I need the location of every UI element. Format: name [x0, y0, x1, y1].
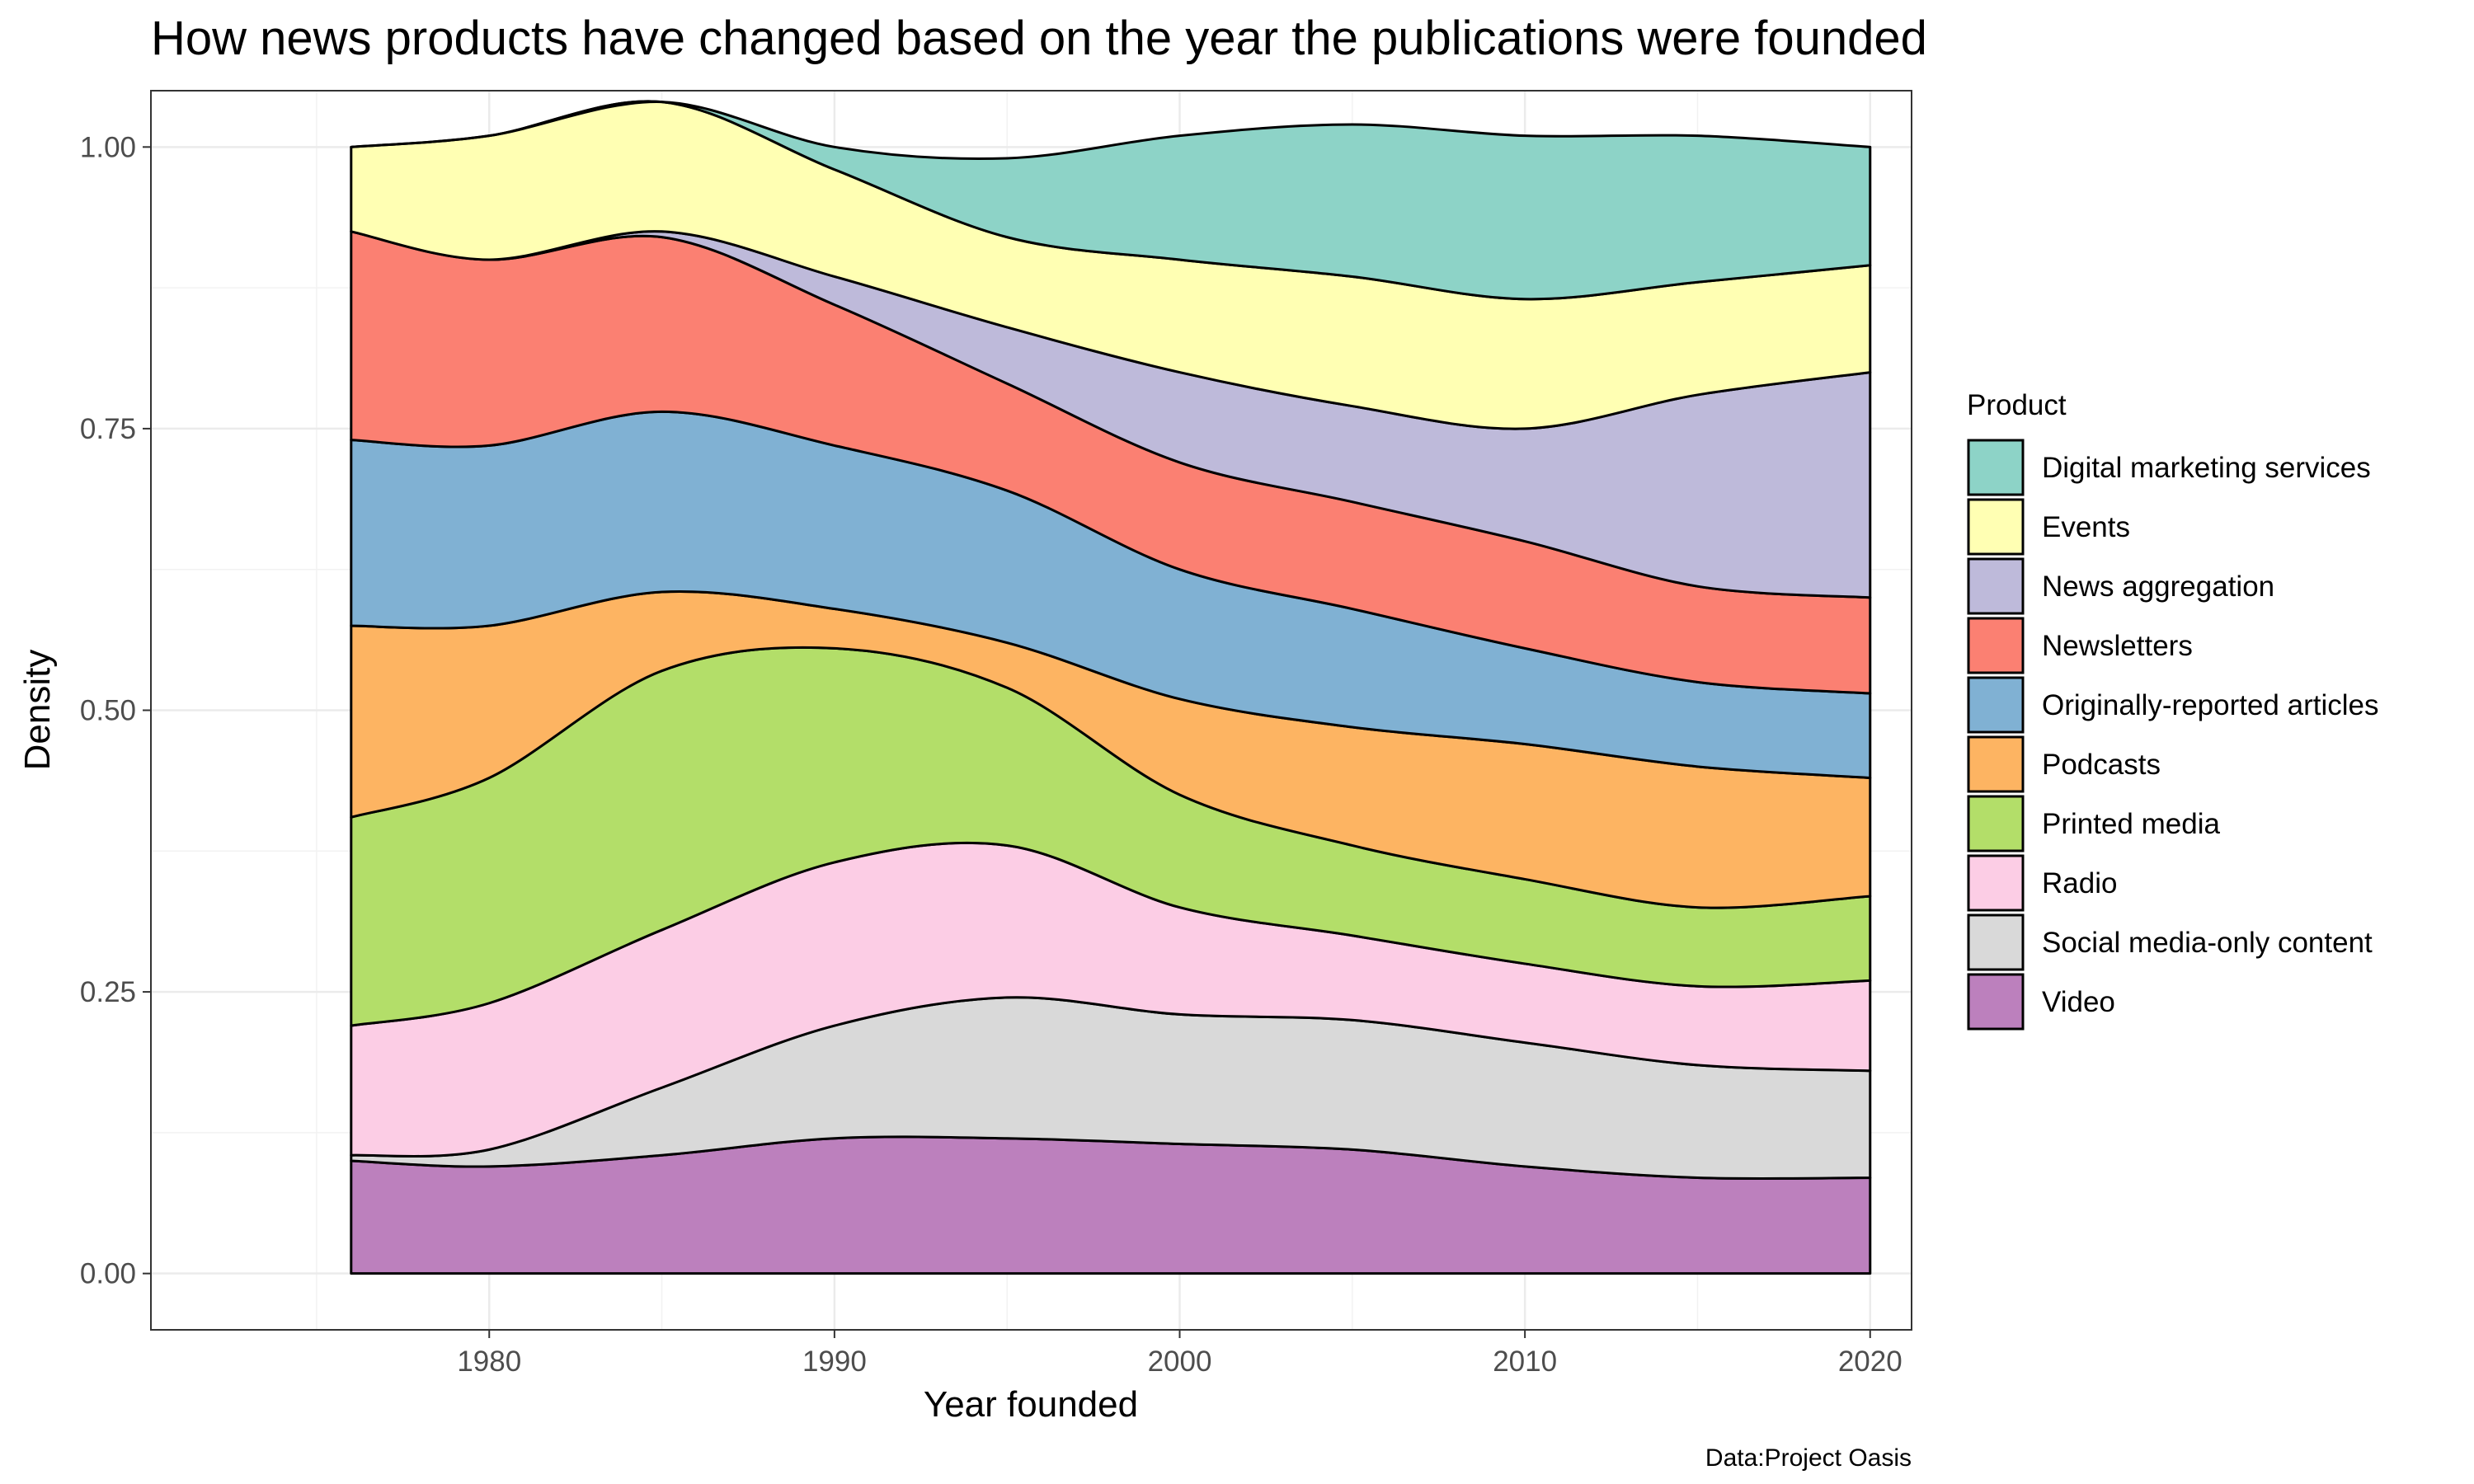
- legend-key-newsletters: [1967, 617, 2025, 674]
- legend-label-radio: Radio: [2042, 867, 2117, 899]
- chart-title: How news products have changed based on …: [151, 12, 1927, 65]
- x-tick-label: 1990: [802, 1345, 867, 1378]
- legend-label-digital-marketing-services: Digital marketing services: [2042, 452, 2371, 484]
- legend-key-printed-media: [1967, 795, 2025, 852]
- x-tick-label: 2020: [1838, 1345, 1903, 1378]
- legend-key-originally-reported-articles: [1967, 676, 2025, 734]
- x-axis-title: Year founded: [924, 1384, 1138, 1425]
- legend-key-video: [1967, 973, 2025, 1031]
- x-tick-label: 2000: [1148, 1345, 1212, 1378]
- y-tick-label: 0.75: [80, 413, 136, 445]
- legend-key-radio: [1967, 854, 2025, 912]
- legend-label-originally-reported-articles: Originally-reported articles: [2042, 689, 2378, 721]
- y-axis: 0.00 0.25 0.50 0.75 1.00: [80, 131, 151, 1290]
- y-axis-title: Density: [17, 650, 58, 771]
- area-layers: [350, 100, 1872, 1275]
- y-tick-label: 0.00: [80, 1258, 136, 1290]
- legend-label-newsletters: Newsletters: [2042, 630, 2193, 662]
- legend: Product Digital marketing services Events…: [1967, 389, 2378, 1031]
- legend-label-printed-media: Printed media: [2042, 808, 2220, 840]
- y-tick-label: 1.00: [80, 131, 136, 163]
- legend-key-podcasts: [1967, 735, 2025, 793]
- y-tick-label: 0.25: [80, 976, 136, 1008]
- area-digital-marketing-services: [350, 100, 1872, 301]
- caption: Data:Project Oasis: [1705, 1444, 1912, 1472]
- legend-label-video: Video: [2042, 986, 2115, 1018]
- legend-label-events: Events: [2042, 511, 2130, 543]
- legend-label-podcasts: Podcasts: [2042, 749, 2161, 781]
- legend-key-news-aggregation: [1967, 557, 2025, 615]
- y-tick-label: 0.50: [80, 695, 136, 727]
- legend-key-social-media-only-content: [1967, 913, 2025, 971]
- legend-key-digital-marketing-services: [1967, 439, 2025, 496]
- legend-title: Product: [1967, 389, 2067, 421]
- legend-key-events: [1967, 498, 2025, 556]
- x-tick-label: 1980: [457, 1345, 521, 1378]
- legend-label-social-media-only-content: Social media-only content: [2042, 927, 2373, 959]
- legend-label-news-aggregation: News aggregation: [2042, 571, 2274, 603]
- x-tick-label: 2010: [1493, 1345, 1557, 1378]
- x-axis: 1980 1990 2000 2010 2020: [457, 1330, 1903, 1378]
